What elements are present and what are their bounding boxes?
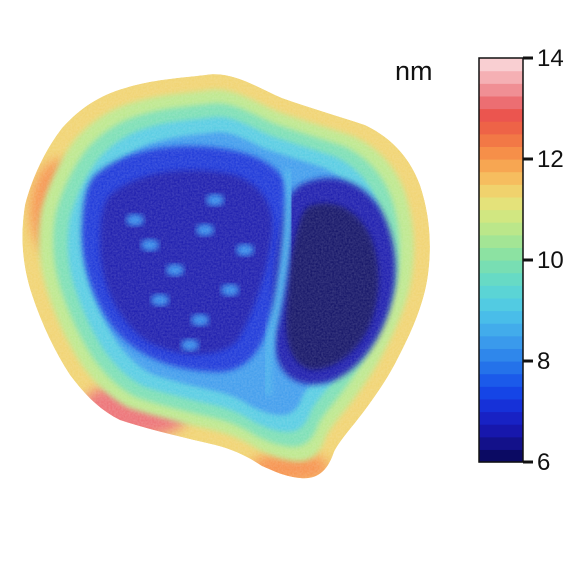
colorbar-segment: [479, 361, 523, 375]
colorbar-tick-label: 12: [537, 146, 564, 173]
colorbar-segment: [479, 310, 523, 324]
colorbar-segment: [479, 133, 523, 147]
height-map: [22, 74, 430, 479]
colorbar-segment: [479, 285, 523, 299]
colorbar-tick-label: 10: [537, 247, 564, 274]
colorbar-segment: [479, 159, 523, 173]
colorbar-segment: [479, 424, 523, 438]
colorbar-segment: [479, 146, 523, 160]
colorbar-segment: [479, 83, 523, 97]
colorbar-segment: [479, 411, 523, 425]
colorbar-unit-label: nm: [395, 56, 433, 86]
colorbar-segment: [479, 386, 523, 400]
colorbar-segment: [479, 247, 523, 261]
colorbar-segment: [479, 121, 523, 135]
colorbar-segment: [479, 171, 523, 185]
colorbar-segment: [479, 297, 523, 312]
colorbar-segment: [479, 196, 523, 211]
colorbar-tick-label: 14: [537, 45, 564, 72]
colorbar-tick-label: 8: [537, 348, 550, 375]
colorbar-segment: [479, 373, 523, 387]
colorbar: 14 12 10 8 6: [478, 45, 564, 476]
colorbar-segment: [479, 398, 523, 413]
colorbar-segment: [479, 70, 523, 84]
colorbar-segment: [479, 58, 523, 72]
colorbar-segment: [479, 348, 523, 362]
colorbar-segment: [479, 209, 523, 223]
colorbar-segment: [479, 108, 523, 122]
colorbar-segment: [479, 436, 523, 450]
colorbar-segment: [479, 222, 523, 236]
colorbar-segment: [479, 184, 523, 198]
colorbar-segment: [479, 272, 523, 286]
colorbar-segment: [479, 260, 523, 274]
colorbar-segment: [479, 449, 523, 463]
colorbar-segment: [479, 95, 523, 110]
texture-overlay: [22, 74, 430, 479]
colorbar-segment: [479, 323, 523, 337]
colorbar-segment: [479, 234, 523, 248]
colorbar-tick-label: 6: [537, 449, 550, 476]
colorbar-segment: [479, 335, 523, 349]
